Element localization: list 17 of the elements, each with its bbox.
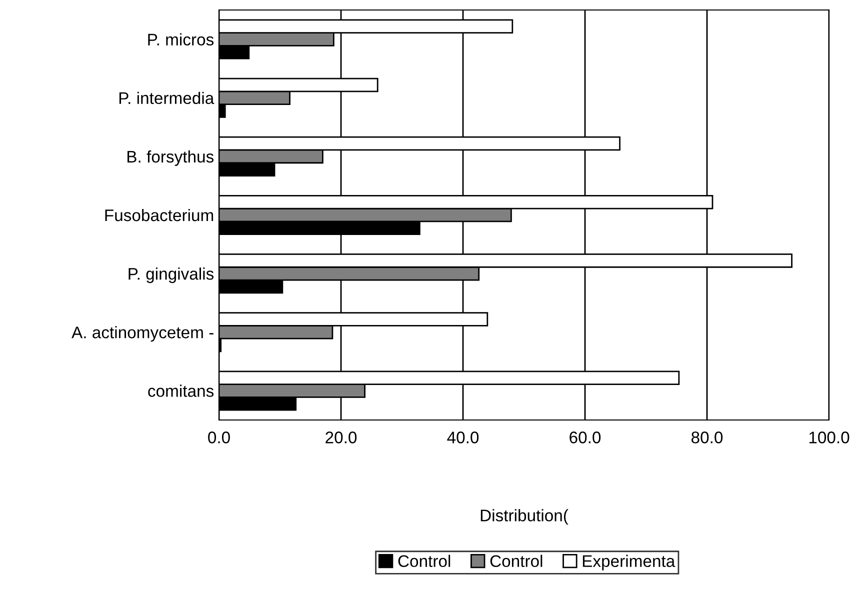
x-tick-label: 100.0 bbox=[809, 432, 850, 444]
legend-label: Control bbox=[490, 554, 542, 568]
x-tick-label: 20.0 bbox=[326, 432, 357, 444]
y-tick-label: P. intermedia bbox=[119, 92, 214, 104]
x-tick-label: 0.0 bbox=[208, 432, 230, 444]
y-tick-label: comitans bbox=[148, 384, 214, 397]
y-tick-label: Fusobacterium bbox=[105, 208, 214, 222]
x-tick-label: 40.0 bbox=[447, 432, 479, 444]
legend-label: Control bbox=[398, 554, 450, 568]
y-tick-label: P. micros bbox=[148, 33, 214, 46]
x-tick-label: 60.0 bbox=[570, 432, 601, 444]
y-tick-label: B. forsythus bbox=[128, 150, 214, 166]
legend-label: Experimenta bbox=[582, 554, 676, 570]
y-tick-label: P. gingivalis bbox=[128, 268, 214, 284]
x-axis-title: Distribution( bbox=[480, 509, 568, 525]
y-tick-label: A. actinomycetem - bbox=[72, 326, 214, 342]
x-tick-label: 80.0 bbox=[692, 432, 723, 444]
